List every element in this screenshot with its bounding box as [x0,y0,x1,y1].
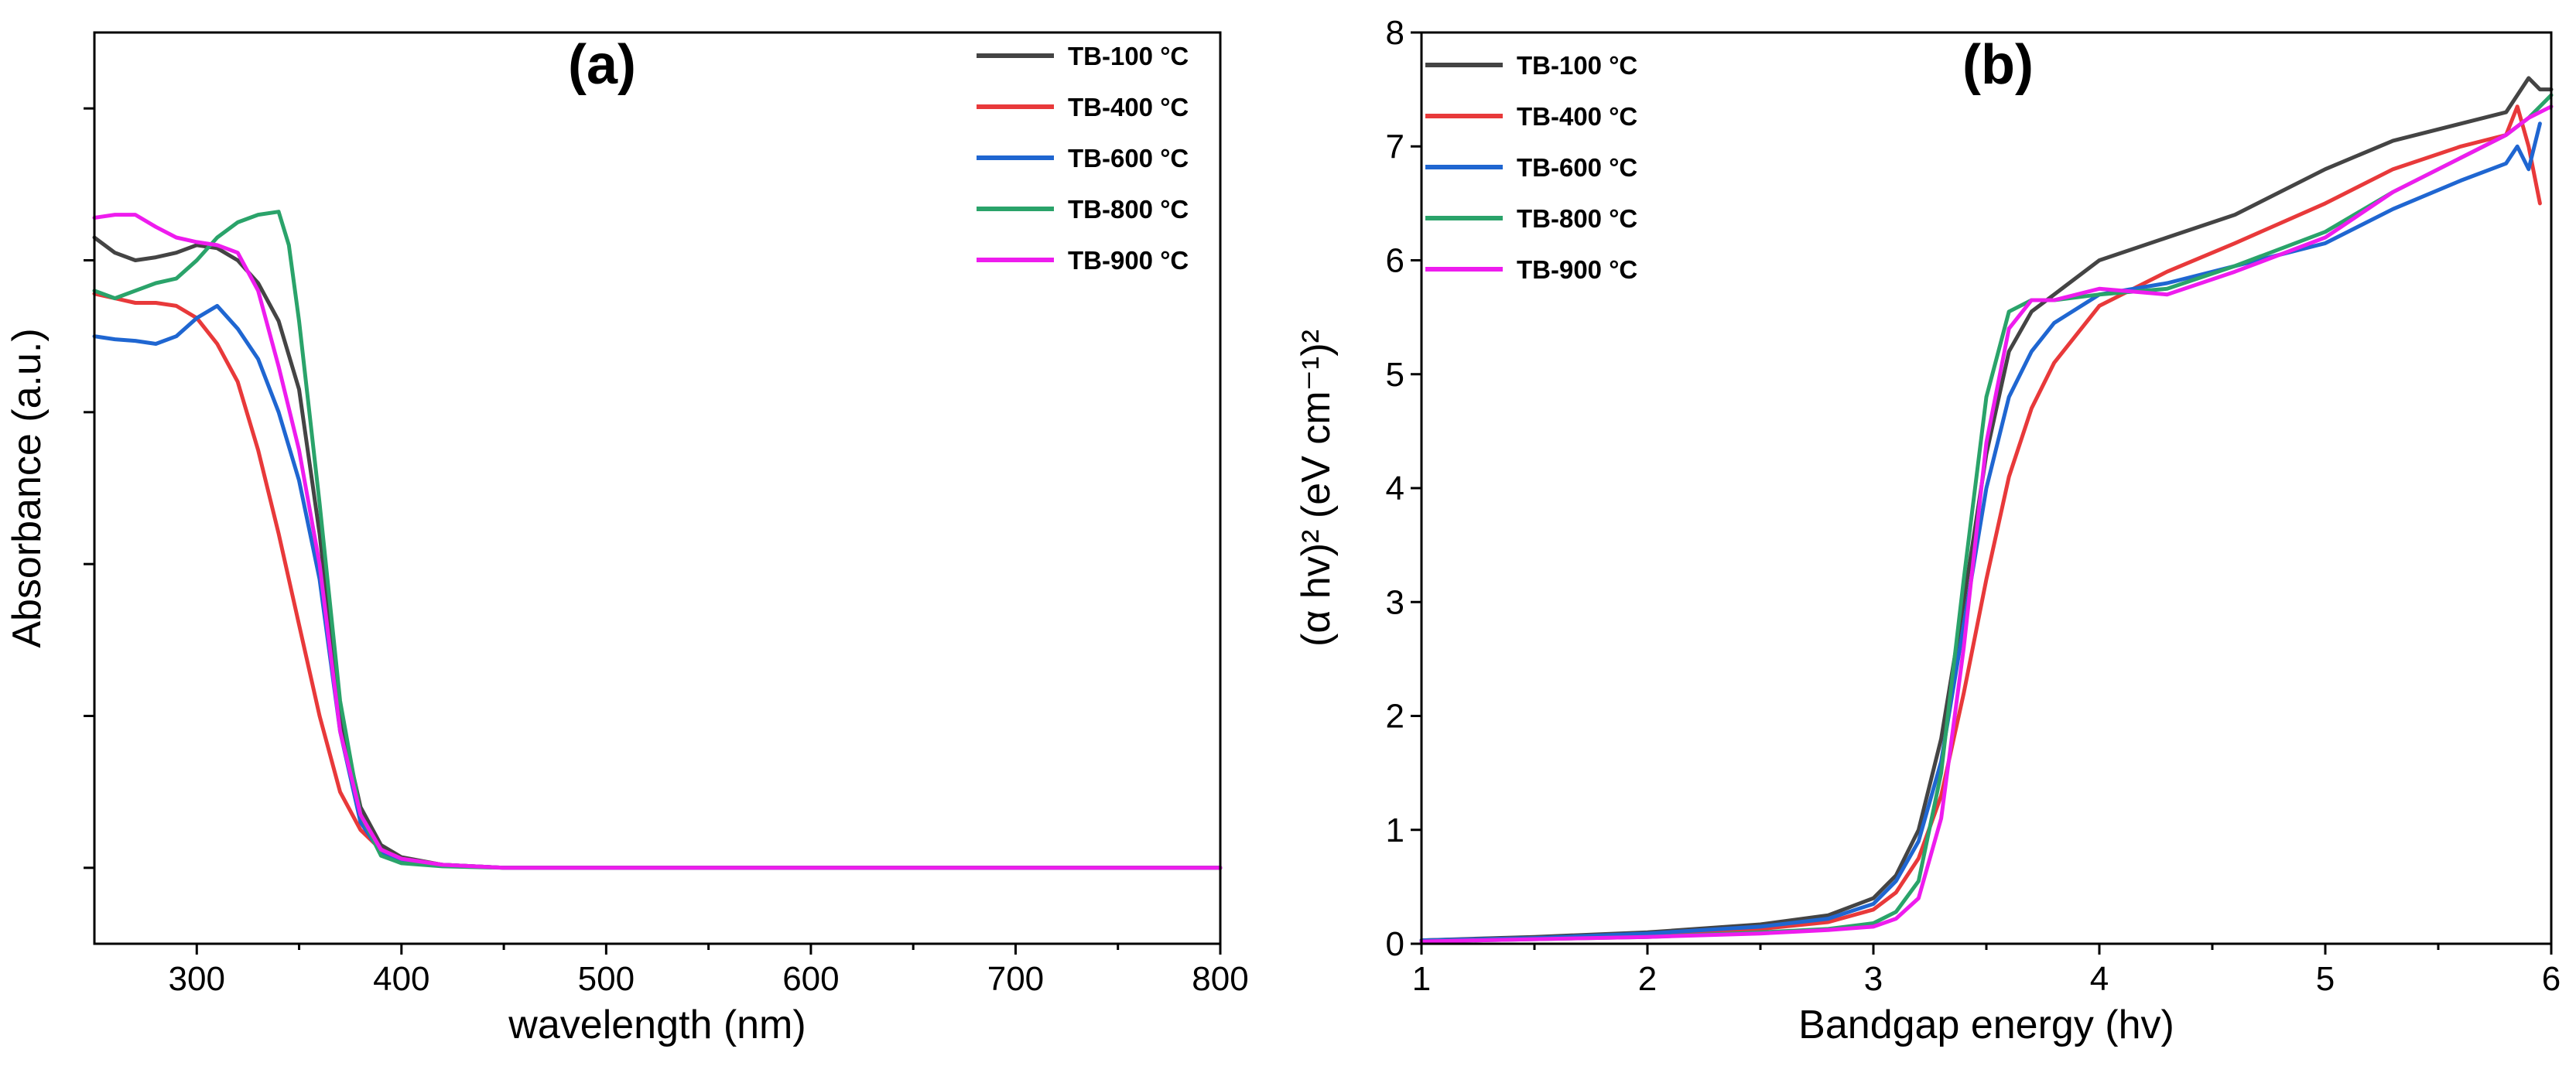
y-axis-label: (α hv)² (eV cm⁻¹)² [1294,330,1339,647]
x-tick-label: 5 [2316,960,2335,998]
x-tick-label: 4 [2090,960,2109,998]
x-tick-label: 600 [782,960,839,998]
y-tick-label: 7 [1386,128,1404,166]
x-axis-label: wavelength (nm) [508,1003,806,1047]
y-tick-label: 3 [1386,583,1404,621]
plot-frame [93,31,1222,945]
y-tick-label: 0 [1386,925,1404,963]
legend-label: TB-400 °C [1517,102,1637,131]
legend-label: TB-800 °C [1517,204,1637,233]
legend-label: TB-100 °C [1068,42,1189,70]
y-tick-label: 5 [1386,356,1404,394]
series-line-400 [1419,104,2542,943]
y-tick-label: 1 [1386,811,1404,849]
legend-label: TB-900 °C [1517,255,1637,284]
x-tick-label: 800 [1192,960,1248,998]
legend-label: TB-400 °C [1068,93,1189,121]
legend: TB-100 °C TB-400 °C TB-600 °C TB-800 °C TB-9… [977,42,1189,275]
series-line-100 [92,235,1223,870]
legend: TB-100 °C TB-400 °C TB-600 °C TB-800 °C TB-9… [1425,51,1637,284]
x-tick-label: 2 [1638,960,1657,998]
x-tick-label: 400 [373,960,429,998]
legend-label: TB-600 °C [1517,153,1637,182]
y-tick-label: 8 [1386,14,1404,52]
y-tick-label: 2 [1386,698,1404,736]
series-line-600 [92,303,1223,870]
legend-label: TB-100 °C [1517,51,1637,80]
x-tick-label: 500 [578,960,635,998]
series-line-900 [92,213,1223,870]
series-line-600 [1419,121,2542,943]
legend-label: TB-800 °C [1068,195,1189,224]
panel-title: (a) [568,34,636,96]
x-tick-label: 3 [1864,960,1883,998]
x-axis-label: Bandgap energy (hv) [1798,1003,2174,1047]
series-line-400 [92,292,1223,870]
x-tick-label: 1 [1412,960,1431,998]
x-tick-label: 6 [2542,960,2561,998]
x-tick-label: 700 [987,960,1044,998]
y-tick-label: 4 [1386,470,1404,507]
legend-label: TB-600 °C [1068,144,1189,173]
panel-a-absorbance-chart: 300 400 500 600 700 800 wavelength (nm) Absorba… [5,31,1249,1047]
y-axis-label: Absorbance (a.u.) [5,328,50,647]
series-line-100 [1419,76,2554,943]
legend-label: TB-900 °C [1068,246,1189,275]
x-tick-label: 300 [169,960,225,998]
y-tick-label: 6 [1386,242,1404,280]
series-line-900 [1419,104,2554,944]
panel-title: (b) [1962,34,2034,96]
